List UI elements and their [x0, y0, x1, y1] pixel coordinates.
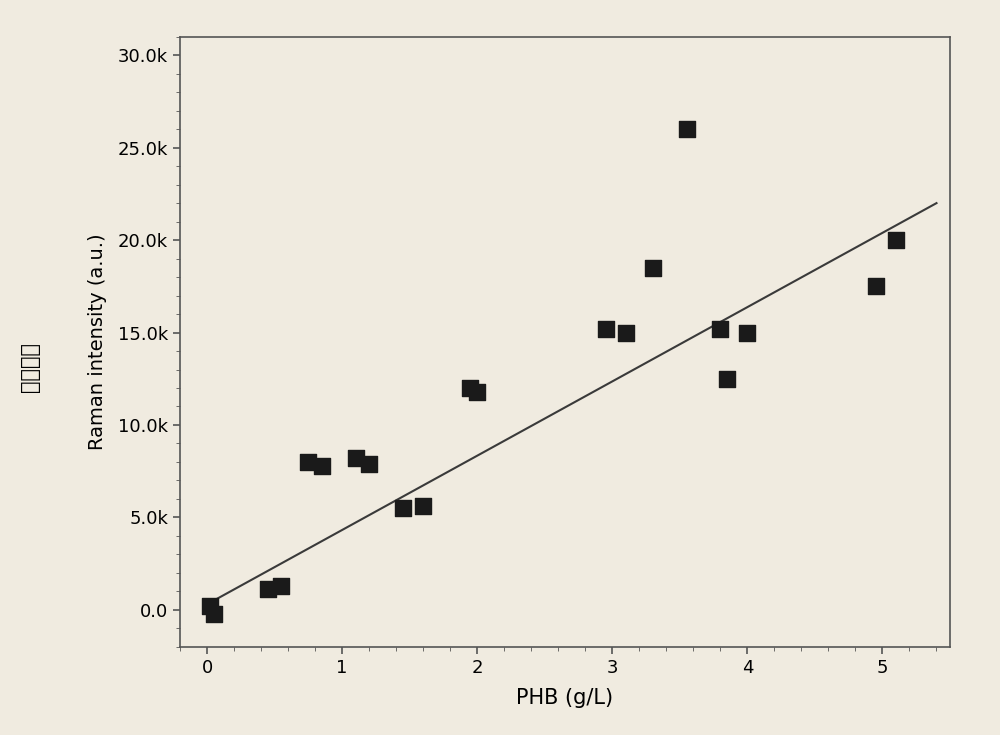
Point: [206, 608, 222, 620]
Point: [273, 580, 289, 592]
Point: [415, 501, 431, 512]
Point: [739, 326, 755, 338]
Point: [645, 262, 661, 273]
Point: [361, 458, 377, 470]
Point: [300, 456, 316, 467]
Point: [395, 502, 411, 514]
Point: [348, 452, 364, 464]
Point: [202, 600, 218, 612]
Point: [712, 323, 728, 334]
Point: [868, 281, 884, 293]
X-axis label: PHB (g/L): PHB (g/L): [516, 688, 614, 708]
Text: 拉曼强度: 拉曼强度: [20, 343, 40, 392]
Point: [618, 326, 634, 338]
Point: [260, 584, 276, 595]
Y-axis label: Raman intensity (a.u.): Raman intensity (a.u.): [88, 234, 107, 450]
Point: [888, 234, 904, 246]
Point: [719, 373, 735, 384]
Point: [598, 323, 614, 334]
Point: [469, 386, 485, 398]
Point: [679, 123, 695, 135]
Point: [314, 460, 330, 472]
Point: [462, 382, 478, 394]
